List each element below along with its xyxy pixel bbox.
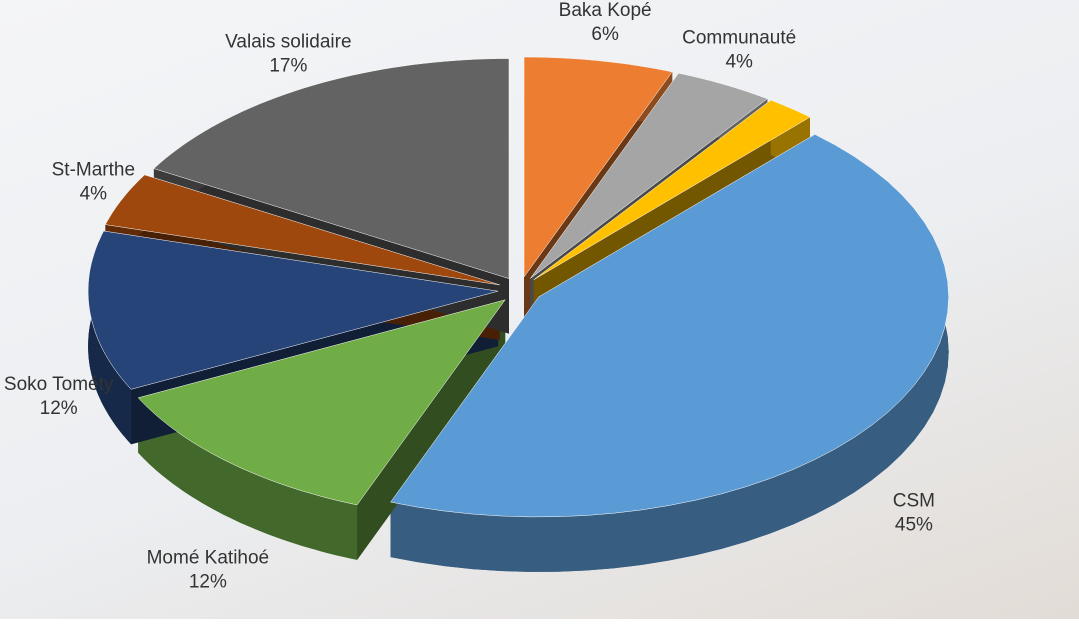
slice	[137, 299, 506, 506]
slice	[533, 99, 811, 280]
data-label: Soko Tométy 12%	[4, 374, 114, 419]
slice	[523, 56, 673, 278]
label-value: 12%	[40, 398, 78, 419]
data-label: Communauté 4%	[682, 28, 796, 73]
slice	[153, 58, 510, 279]
data-label: Baka Kopé 6%	[559, 0, 652, 45]
data-label: Momé Katihoé 12%	[147, 547, 270, 592]
slice-wall	[357, 299, 506, 560]
slice	[530, 72, 768, 279]
label-name: CSM	[893, 490, 935, 511]
data-label: CSM 45%	[893, 490, 935, 535]
data-label: St-Marthe 4%	[52, 159, 135, 204]
label-name: Soko Tométy	[4, 374, 114, 395]
label-value: 6%	[591, 24, 619, 45]
label-name: Communauté	[682, 28, 796, 49]
label-name: Valais solidaire	[225, 32, 351, 53]
slice	[390, 134, 949, 518]
label-value: 4%	[725, 52, 753, 73]
label-name: Momé Katihoé	[147, 547, 270, 568]
label-name: Baka Kopé	[559, 0, 652, 21]
slice-rim	[390, 134, 949, 572]
slice	[105, 174, 500, 286]
label-value: 4%	[80, 183, 108, 204]
label-value: 12%	[189, 571, 227, 592]
slice	[87, 230, 499, 390]
data-label: Valais solidaire 17%	[225, 32, 351, 77]
label-value: 17%	[269, 56, 307, 77]
label-name: St-Marthe	[52, 159, 135, 180]
label-value: 45%	[895, 514, 933, 535]
slice-rim	[138, 397, 358, 560]
